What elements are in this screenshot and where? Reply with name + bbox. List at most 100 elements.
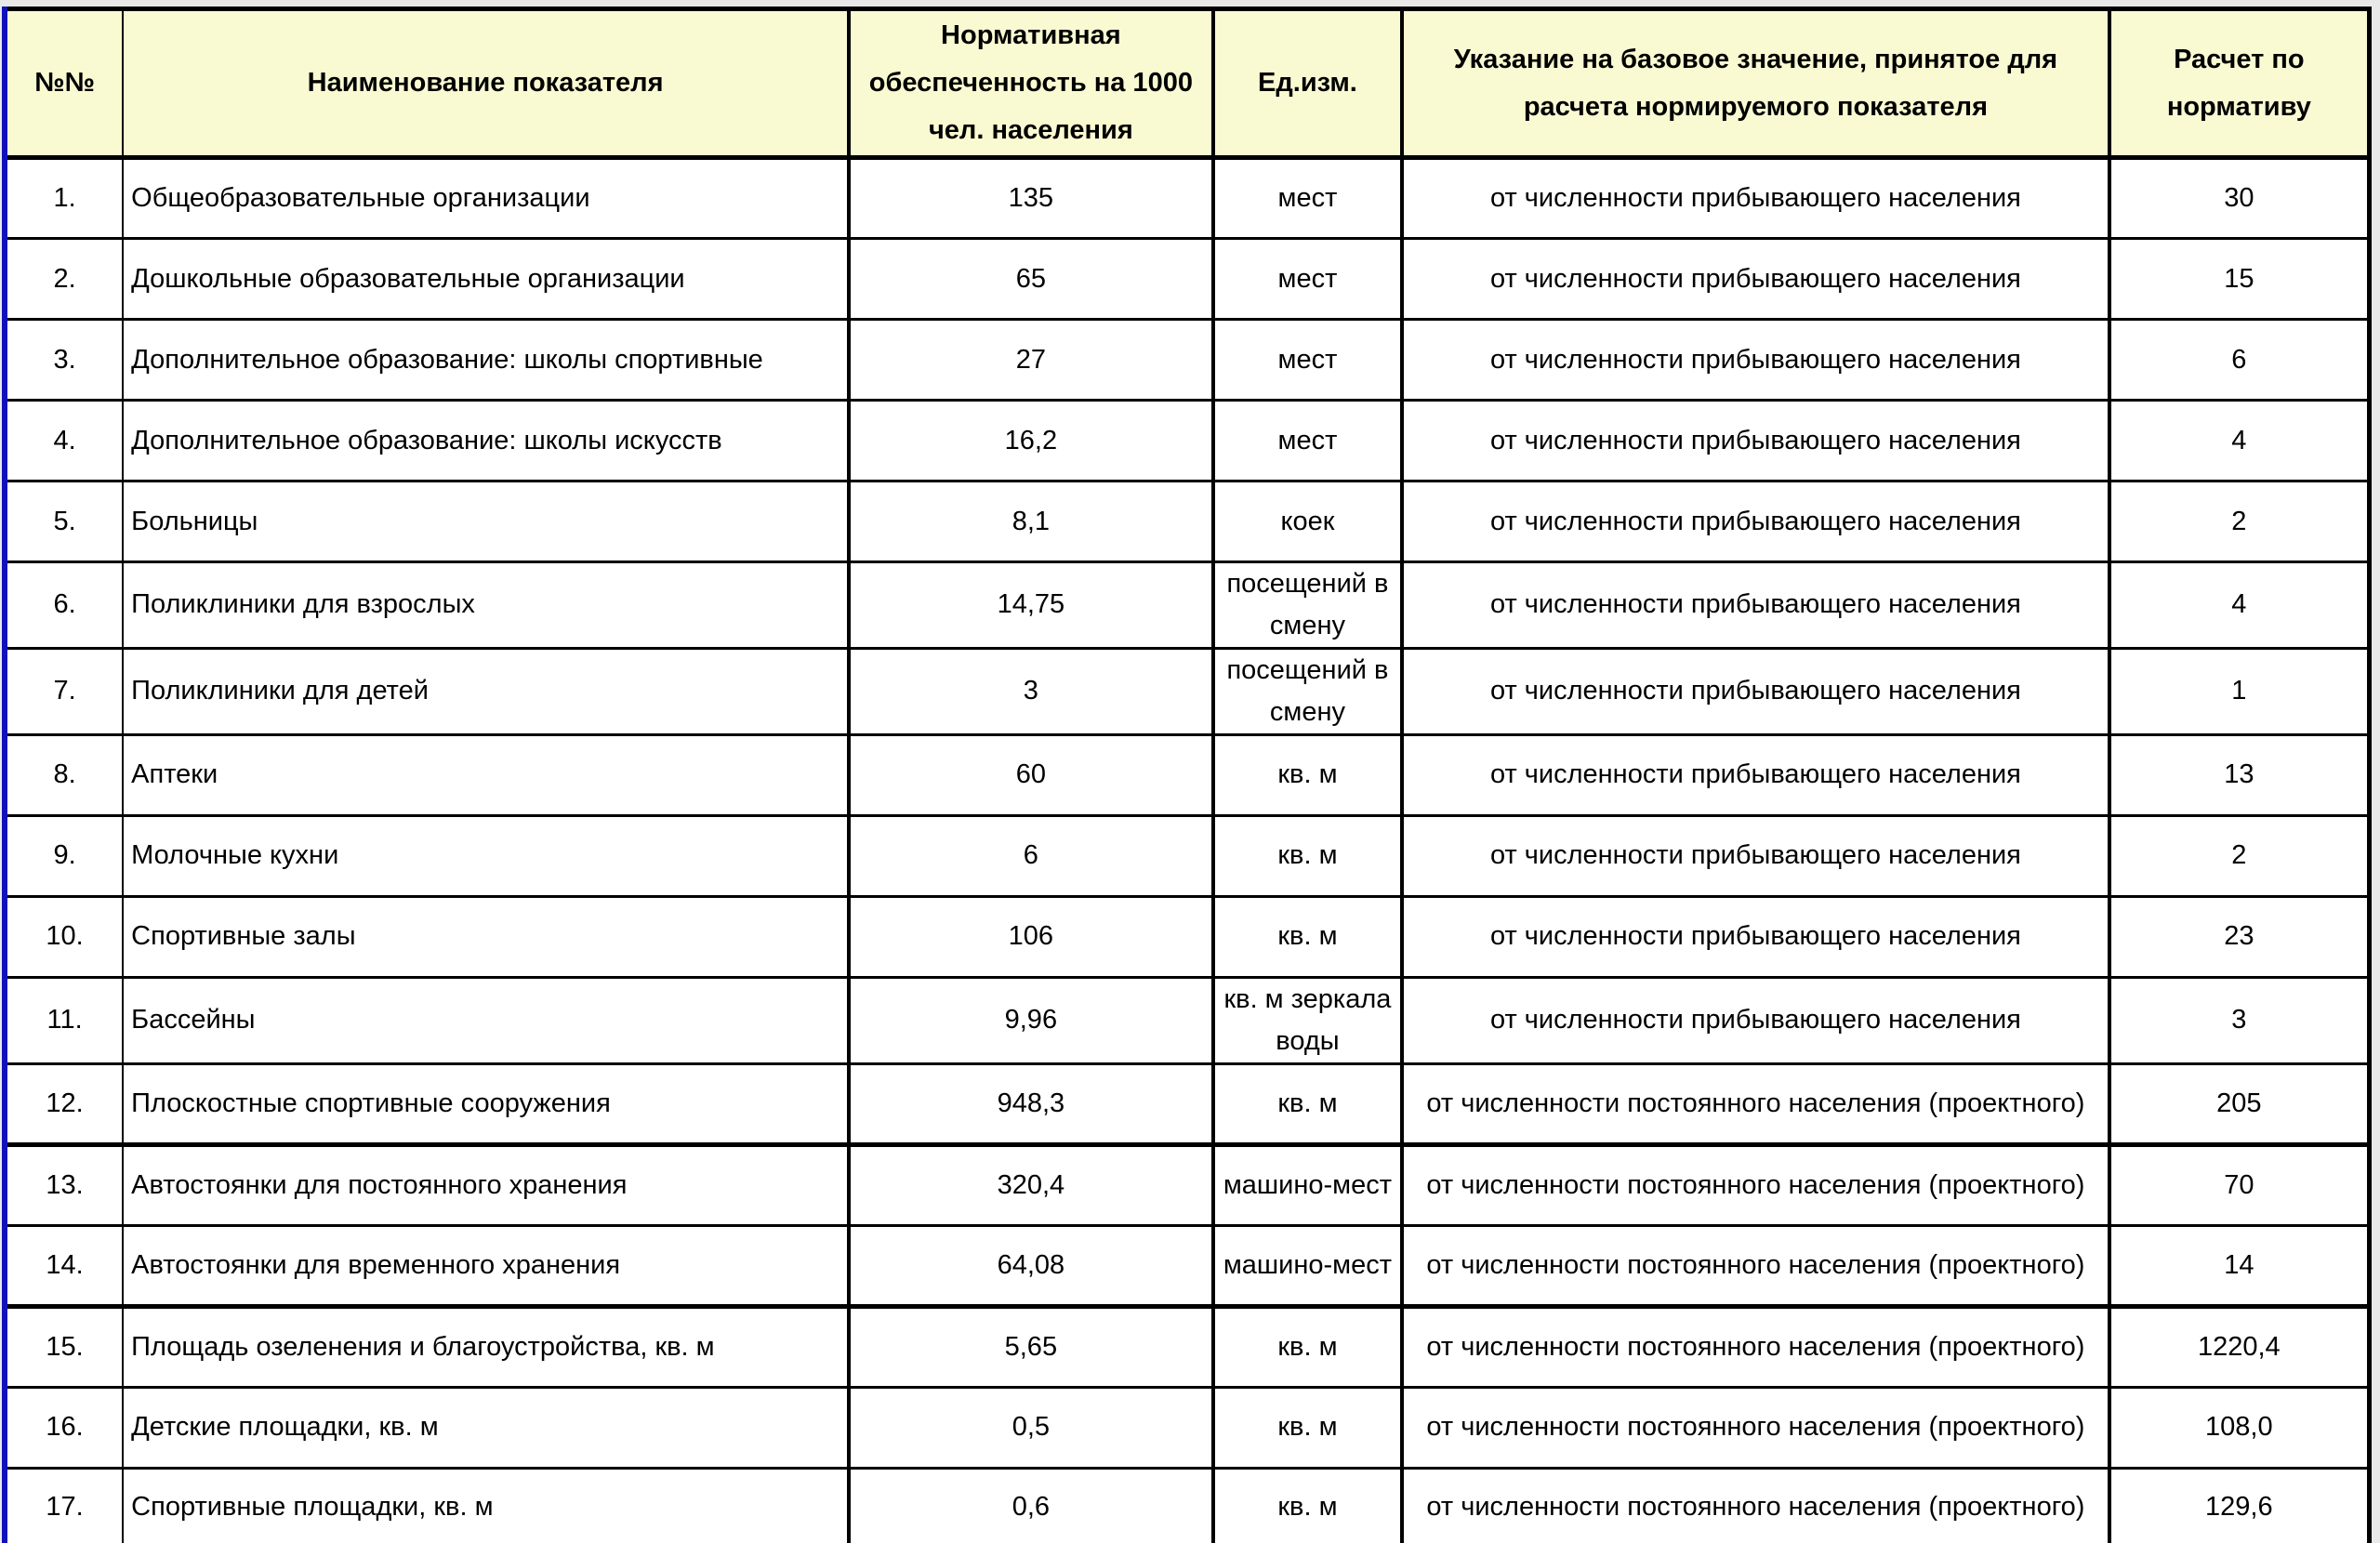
- column-header-indicator: Наименование показателя: [123, 8, 852, 160]
- table-row: 16. Детские площадки, кв. м 0,5 кв. м от…: [5, 1385, 2370, 1469]
- header-row: №№ Наименование показателя Нормативная о…: [5, 8, 2370, 160]
- column-header-unit: Ед.изм.: [1212, 8, 1405, 160]
- calc-value-cell: 4: [2109, 560, 2370, 649]
- norm-value-cell: 27: [849, 318, 1215, 401]
- row-number-cell: 9.: [5, 813, 125, 897]
- column-header-number: №№: [5, 8, 125, 160]
- unit-cell: кв. м: [1212, 1062, 1405, 1145]
- table-row: 17. Спортивные площадки, кв. м 0,6 кв. м…: [5, 1466, 2370, 1543]
- column-header-norm: Нормативная обеспеченность на 1000 чел. …: [849, 8, 1215, 160]
- row-number-cell: 7.: [5, 646, 125, 735]
- base-value-cell: от численности прибывающего населения: [1402, 480, 2111, 562]
- row-number-cell: 16.: [5, 1385, 125, 1469]
- norm-value-cell: 65: [849, 237, 1215, 320]
- row-number-cell: 8.: [5, 732, 125, 816]
- calc-value-cell: 23: [2109, 894, 2370, 978]
- norm-value-cell: 8,1: [849, 480, 1215, 562]
- indicator-name-cell: Спортивные площадки, кв. м: [123, 1466, 852, 1543]
- base-value-cell: от численности прибывающего населения: [1402, 318, 2111, 401]
- base-value-cell: от численности прибывающего населения: [1402, 732, 2111, 816]
- unit-cell: машино-мест: [1212, 1223, 1405, 1307]
- table-row: 2. Дошкольные образовательные организаци…: [5, 237, 2370, 320]
- unit-cell: мест: [1212, 318, 1405, 401]
- row-number-cell: 1.: [5, 156, 125, 239]
- table-row: 9. Молочные кухни 6 кв. м от численности…: [5, 813, 2370, 897]
- unit-cell: кв. м: [1212, 813, 1405, 897]
- indicator-name-cell: Площадь озеленения и благоустройства, кв…: [123, 1303, 852, 1388]
- norm-value-cell: 5,65: [849, 1303, 1215, 1388]
- column-header-base: Указание на базовое значение, принятое д…: [1402, 8, 2111, 160]
- calc-value-cell: 2: [2109, 813, 2370, 897]
- calc-value-cell: 1: [2109, 646, 2370, 735]
- row-number-cell: 12.: [5, 1062, 125, 1145]
- unit-cell: мест: [1212, 399, 1405, 481]
- row-number-cell: 13.: [5, 1141, 125, 1226]
- base-value-cell: от численности постоянного населения (пр…: [1402, 1141, 2111, 1226]
- calc-value-cell: 13: [2109, 732, 2370, 816]
- row-number-cell: 10.: [5, 894, 125, 978]
- unit-cell: машино-мест: [1212, 1141, 1405, 1226]
- calc-value-cell: 205: [2109, 1062, 2370, 1145]
- table-body: 1. Общеобразовательные организации 135 м…: [5, 156, 2370, 1543]
- norm-value-cell: 320,4: [849, 1141, 1215, 1226]
- base-value-cell: от численности постоянного населения (пр…: [1402, 1466, 2111, 1543]
- table-row: 13. Автостоянки для постоянного хранения…: [5, 1141, 2370, 1226]
- norm-value-cell: 3: [849, 646, 1215, 735]
- table-row: 4. Дополнительное образование: школы иск…: [5, 399, 2370, 481]
- base-value-cell: от численности прибывающего населения: [1402, 894, 2111, 978]
- indicator-name-cell: Автостоянки для постоянного хранения: [123, 1141, 852, 1226]
- norm-value-cell: 6: [849, 813, 1215, 897]
- calc-value-cell: 70: [2109, 1141, 2370, 1226]
- unit-cell: кв. м: [1212, 1303, 1405, 1388]
- base-value-cell: от численности прибывающего населения: [1402, 399, 2111, 481]
- norm-value-cell: 16,2: [849, 399, 1215, 481]
- table-header: №№ Наименование показателя Нормативная о…: [5, 8, 2370, 160]
- base-value-cell: от численности прибывающего населения: [1402, 646, 2111, 735]
- row-number-cell: 2.: [5, 237, 125, 320]
- row-number-cell: 4.: [5, 399, 125, 481]
- base-value-cell: от численности постоянного населения (пр…: [1402, 1062, 2111, 1145]
- indicator-name-cell: Дополнительное образование: школы спорти…: [123, 318, 852, 401]
- base-value-cell: от численности прибывающего населения: [1402, 975, 2111, 1064]
- calc-value-cell: 15: [2109, 237, 2370, 320]
- norm-value-cell: 64,08: [849, 1223, 1215, 1307]
- calc-value-cell: 4: [2109, 399, 2370, 481]
- unit-cell: кв. м: [1212, 1385, 1405, 1469]
- calc-value-cell: 108,0: [2109, 1385, 2370, 1469]
- indicator-name-cell: Аптеки: [123, 732, 852, 816]
- norm-value-cell: 60: [849, 732, 1215, 816]
- calc-value-cell: 1220,4: [2109, 1303, 2370, 1388]
- unit-cell: мест: [1212, 237, 1405, 320]
- table-row: 3. Дополнительное образование: школы спо…: [5, 318, 2370, 401]
- norm-value-cell: 948,3: [849, 1062, 1215, 1145]
- table-row: 14. Автостоянки для временного хранения …: [5, 1223, 2370, 1307]
- indicator-name-cell: Детские площадки, кв. м: [123, 1385, 852, 1469]
- indicator-name-cell: Дополнительное образование: школы искусс…: [123, 399, 852, 481]
- column-header-calc: Расчет по нормативу: [2109, 8, 2370, 160]
- unit-cell: кв. м зеркала воды: [1212, 975, 1405, 1064]
- indicator-name-cell: Дошкольные образовательные организации: [123, 237, 852, 320]
- table-row: 5. Больницы 8,1 коек от численности приб…: [5, 480, 2370, 562]
- norm-value-cell: 0,6: [849, 1466, 1215, 1543]
- table-row: 11. Бассейны 9,96 кв. м зеркала воды от …: [5, 975, 2370, 1064]
- row-number-cell: 3.: [5, 318, 125, 401]
- norm-value-cell: 135: [849, 156, 1215, 239]
- row-number-cell: 5.: [5, 480, 125, 562]
- calc-value-cell: 30: [2109, 156, 2370, 239]
- unit-cell: посещений в смену: [1212, 646, 1405, 735]
- row-number-cell: 11.: [5, 975, 125, 1064]
- norms-table: №№ Наименование показателя Нормативная о…: [2, 7, 2372, 1543]
- norm-value-cell: 14,75: [849, 560, 1215, 649]
- unit-cell: коек: [1212, 480, 1405, 562]
- unit-cell: посещений в смену: [1212, 560, 1405, 649]
- base-value-cell: от численности постоянного населения (пр…: [1402, 1223, 2111, 1307]
- indicator-name-cell: Больницы: [123, 480, 852, 562]
- table-row: 10. Спортивные залы 106 кв. м от численн…: [5, 894, 2370, 978]
- row-number-cell: 15.: [5, 1303, 125, 1388]
- row-number-cell: 6.: [5, 560, 125, 649]
- indicator-name-cell: Поликлиники для детей: [123, 646, 852, 735]
- table-row: 1. Общеобразовательные организации 135 м…: [5, 156, 2370, 239]
- calc-value-cell: 14: [2109, 1223, 2370, 1307]
- table-row: 12. Плоскостные спортивные сооружения 94…: [5, 1062, 2370, 1145]
